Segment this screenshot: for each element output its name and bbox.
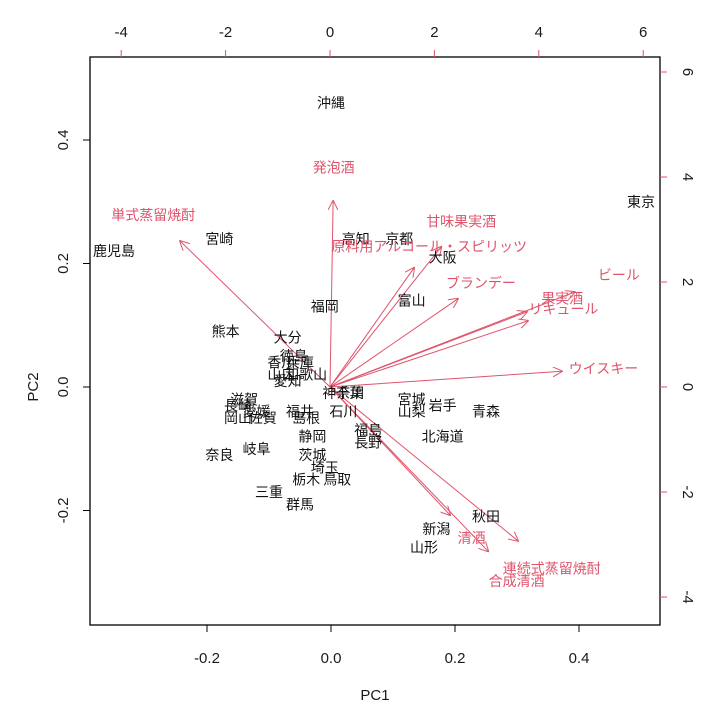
right-tick-label: 6	[679, 68, 696, 76]
y-tick-label: 0.2	[55, 253, 72, 274]
score-label: 秋田	[472, 510, 500, 526]
score-label: 長崎	[224, 399, 252, 415]
loading-label: リキュール	[528, 302, 598, 318]
score-label: 愛知	[274, 373, 302, 390]
loading-arrow	[329, 247, 441, 388]
y-tick-label: 0.0	[55, 377, 72, 398]
score-label: 山梨	[398, 405, 426, 421]
score-label: 埼玉	[311, 460, 339, 476]
x-tick-label: -0.2	[194, 650, 220, 667]
score-label: 千葉	[336, 386, 364, 402]
loading-label: 単式蒸留焼酎	[111, 208, 195, 224]
top-tick-label: -4	[115, 24, 128, 41]
plot-frame	[89, 56, 661, 626]
score-label: 山口	[267, 368, 295, 384]
loading-label: 甘味果実酒	[426, 215, 496, 231]
score-label: 宮城	[398, 392, 426, 408]
loading-arrow	[329, 299, 458, 388]
score-label: 熊本	[212, 324, 240, 340]
score-label: 佐賀	[249, 411, 277, 427]
score-label: 新潟	[422, 522, 450, 538]
loading-arrow	[180, 241, 331, 388]
top-tick-label: 6	[639, 24, 647, 41]
right-tick-label: 4	[679, 173, 696, 181]
score-label: 北海道	[422, 429, 464, 445]
right-tick-label: 0	[679, 383, 696, 391]
x-tick-label: 0.2	[445, 650, 466, 667]
top-tick-label: 0	[326, 24, 334, 41]
loading-arrow	[329, 386, 518, 541]
loading-label: 果実酒	[541, 291, 583, 307]
score-label: 三重	[255, 485, 283, 501]
score-label: 高知	[342, 231, 370, 248]
score-label: 島根	[292, 411, 320, 427]
loading-label: ビール	[598, 268, 640, 284]
score-label: 青森	[472, 405, 500, 421]
loading-arrows	[180, 201, 575, 551]
score-label: 岩手	[429, 399, 457, 415]
y-tick-label: 0.4	[55, 130, 72, 151]
loading-arrow	[329, 371, 562, 388]
score-label: 和歌山	[285, 368, 327, 384]
score-label: 沖縄	[317, 96, 345, 112]
loading-label: ウイスキー	[569, 361, 639, 377]
top-tick-label: 2	[430, 24, 438, 41]
x-tick-label: 0.4	[569, 650, 590, 667]
score-label: 石川	[329, 405, 357, 421]
loading-arrow	[329, 321, 528, 388]
score-label: 大分	[274, 331, 302, 347]
loading-arrow	[329, 268, 414, 388]
score-label: 鹿児島	[93, 243, 135, 260]
score-label: 山形	[410, 541, 438, 557]
axes: -0.2 0.0 0.2 0.4 -0.2 0.0 0.2 0.4 -4 -2 0 2 4 6 -4 -2 0 2…	[55, 24, 696, 667]
loading-label: 合成清酒	[489, 574, 545, 590]
score-label: 愛媛	[243, 405, 271, 421]
loading-arrow	[329, 312, 527, 388]
score-label: 鳥取	[323, 473, 351, 489]
loading-arrow	[329, 386, 488, 551]
score-label: 香川	[267, 355, 295, 371]
loading-arrow	[330, 201, 333, 388]
score-label: 群馬	[286, 497, 314, 513]
score-label: 兵庫	[286, 354, 314, 371]
score-label: 茨城	[298, 448, 326, 464]
y-tick-label: -0.2	[55, 498, 72, 524]
score-label: 大阪	[429, 250, 457, 266]
right-tick-label: -4	[679, 590, 696, 603]
loading-label: ブランデー	[446, 275, 516, 292]
score-label: 奈良	[205, 448, 233, 464]
y-axis-title: PC2	[25, 372, 42, 401]
score-label: 岐阜	[243, 441, 271, 458]
score-label: 岡山	[224, 411, 252, 427]
loading-label: 連続式蒸留焼酎	[503, 561, 601, 578]
score-label: 京都	[385, 232, 413, 248]
top-tick-label: 4	[535, 24, 543, 41]
x-tick-label: 0.0	[321, 650, 342, 667]
right-tick-label: 2	[679, 278, 696, 286]
score-label: 神奈川	[322, 386, 364, 402]
score-label: 栃木	[292, 473, 320, 489]
loading-label: 発泡酒	[313, 161, 355, 177]
score-label: 滋賀	[230, 392, 258, 408]
score-label: 徳島	[280, 349, 308, 365]
top-tick-label: -2	[219, 24, 232, 41]
score-label: 東京	[627, 195, 655, 211]
score-label: 富山	[398, 293, 426, 310]
score-label: 福岡	[311, 300, 339, 316]
score-label: 福島	[354, 423, 382, 439]
x-axis-title: PC1	[360, 687, 389, 704]
loading-label: 原料用アルコール・スピリッツ	[331, 239, 527, 255]
loading-label: 清酒	[458, 531, 486, 547]
right-tick-label: -2	[679, 485, 696, 498]
score-label: 宮崎	[205, 232, 233, 248]
score-label: 福井	[286, 405, 314, 421]
score-label: 長野	[354, 436, 382, 452]
score-label: 静岡	[298, 429, 326, 445]
